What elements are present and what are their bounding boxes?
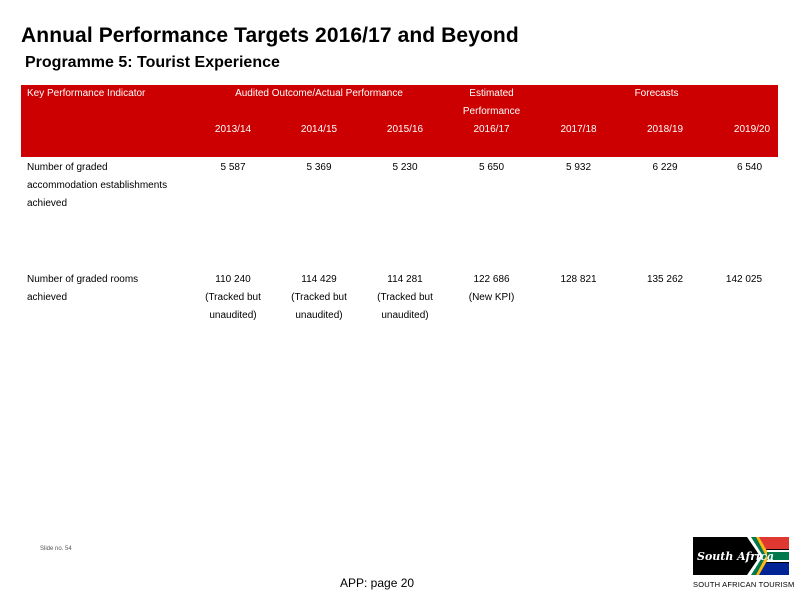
value-cell: 6 540 [708,157,778,269]
flag-green-band [751,537,789,575]
value-cell: 5 230 [362,157,448,269]
table-year-row: 2013/14 2014/15 2015/16 2016/17 2017/18 … [21,121,779,157]
value-cell: 114 429 (Tracked but unaudited) [276,269,362,331]
value-line: 5 369 [306,162,332,173]
value-line: 128 821 [560,274,597,285]
value-note-line: (Tracked but [377,292,433,303]
header-year: 2014/15 [276,121,362,157]
header-estimated: Estimated Performance [448,85,536,121]
header-year: 2017/18 [535,121,623,157]
value-cell: 128 821 [535,269,622,331]
value-cell: 6 229 [622,157,708,269]
flag-gold-band [756,537,767,575]
kpi-indicator-line: accommodation establishments [27,180,168,191]
table-row: Number of graded accommodation establish… [21,157,778,269]
header-year: 2013/14 [190,121,276,157]
value-line: 6 540 [737,162,763,173]
value-cell: 135 262 [622,269,708,331]
kpi-indicator-line: Number of graded rooms [27,274,139,285]
header-year: 2019/20 [708,121,779,157]
kpi-table: Key Performance Indicator Audited Outcom… [21,85,779,331]
value-line: 5 587 [220,162,246,173]
logo-caption: SOUTH AFRICAN TOURISM [693,580,795,589]
value-cell: 110 240 (Tracked but unaudited) [190,269,276,331]
value-line: 122 686 [473,274,510,285]
header-year: 2016/17 [448,121,536,157]
value-note-line: (Tracked but [205,292,261,303]
value-line: 5 230 [392,162,418,173]
value-line: 142 025 [725,274,763,285]
footer-page-label: APP: page 20 [340,576,415,590]
table-row: Number of graded rooms achieved 110 240 … [21,269,778,331]
value-cell: 142 025 [708,269,778,331]
logo-script-text: South Africa [697,550,774,563]
header-forecasts: Forecasts [535,85,779,121]
slide-number: Slide no. 54 [40,546,72,552]
value-cell: 114 281 (Tracked but unaudited) [362,269,448,331]
value-cell: 5 932 [535,157,622,269]
value-line: 110 240 [215,274,251,285]
value-line: 135 262 [646,274,684,285]
header-estimated-line-1: Estimated [469,88,514,99]
value-line: 6 229 [652,162,678,173]
value-line: 114 281 [387,274,423,285]
kpi-indicator-cell: Number of graded rooms achieved [21,269,190,331]
header-year: 2018/19 [622,121,709,157]
value-line: 114 429 [301,274,337,285]
page-title: Annual Performance Targets 2016/17 and B… [21,24,519,47]
value-note-line: (New KPI) [468,292,515,303]
kpi-indicator-line: achieved [27,198,68,209]
table-header-row: Key Performance Indicator Audited Outcom… [21,85,779,121]
south-africa-flag-logo-icon: South Africa [693,537,789,575]
kpi-indicator-line: achieved [27,292,68,303]
header-kpi: Key Performance Indicator [21,85,190,121]
page-subtitle: Programme 5: Tourist Experience [25,54,280,71]
value-note-line: unaudited) [381,310,429,321]
value-note-line: (Tracked but [291,292,347,303]
value-line: 5 650 [479,162,505,173]
kpi-indicator-cell: Number of graded accommodation establish… [21,157,190,269]
header-year-blank [21,121,190,157]
south-african-tourism-logo: South Africa SOUTH AFRICAN TOURISM [693,537,795,593]
value-cell: 5 650 [448,157,535,269]
header-estimated-line-2: Performance [462,106,521,117]
kpi-indicator-line: Number of graded [27,162,108,173]
value-cell: 5 587 [190,157,276,269]
value-note-line: unaudited) [209,310,257,321]
value-line: 5 932 [566,162,592,173]
value-cell: 5 369 [276,157,362,269]
header-audited: Audited Outcome/Actual Performance [190,85,449,121]
value-note-line: unaudited) [295,310,343,321]
value-cell: 122 686 (New KPI) [448,269,535,331]
header-year: 2015/16 [362,121,449,157]
